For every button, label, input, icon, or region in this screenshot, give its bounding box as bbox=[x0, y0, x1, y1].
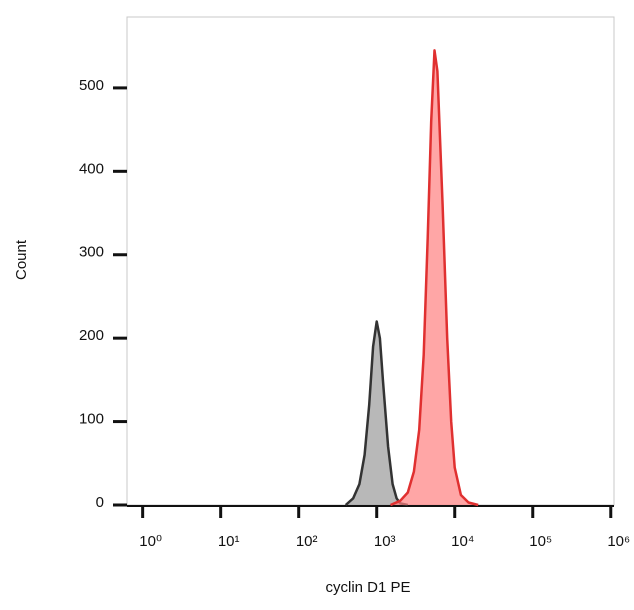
x-tick-label: 10⁵ bbox=[529, 533, 552, 550]
x-tick-label: 10² bbox=[296, 533, 318, 550]
x-tick-label: 10⁰ bbox=[139, 533, 162, 550]
y-axis-label: Count bbox=[13, 239, 30, 280]
y-tick-label: 300 bbox=[79, 244, 104, 261]
y-tick-label: 400 bbox=[79, 160, 104, 177]
y-tick-label: 0 bbox=[96, 494, 104, 511]
y-tick-label: 200 bbox=[79, 327, 104, 344]
y-tick-label: 500 bbox=[79, 77, 104, 94]
x-axis-label: cyclin D1 PE bbox=[325, 579, 410, 596]
x-tick-label: 10¹ bbox=[218, 533, 240, 550]
histogram-curve bbox=[390, 49, 479, 507]
histogram-curve bbox=[344, 320, 409, 507]
x-tick-label: 10³ bbox=[374, 533, 396, 550]
x-tick-label: 10⁴ bbox=[451, 533, 474, 550]
y-tick-label: 100 bbox=[79, 411, 104, 428]
x-tick-label: 10⁶ bbox=[607, 533, 630, 550]
